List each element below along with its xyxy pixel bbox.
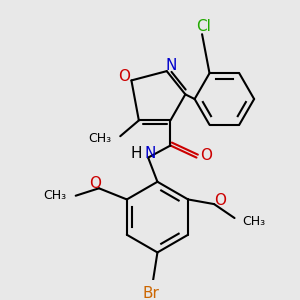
Text: O: O [89,176,101,191]
Text: Cl: Cl [196,19,211,34]
Text: Br: Br [142,286,159,300]
Text: H: H [130,146,142,161]
Text: CH₃: CH₃ [43,189,66,202]
Text: N: N [166,58,177,73]
Text: CH₃: CH₃ [88,132,111,145]
Text: O: O [214,193,226,208]
Text: CH₃: CH₃ [242,215,265,228]
Text: O: O [200,148,212,163]
Text: N: N [144,146,156,161]
Text: O: O [118,69,130,84]
